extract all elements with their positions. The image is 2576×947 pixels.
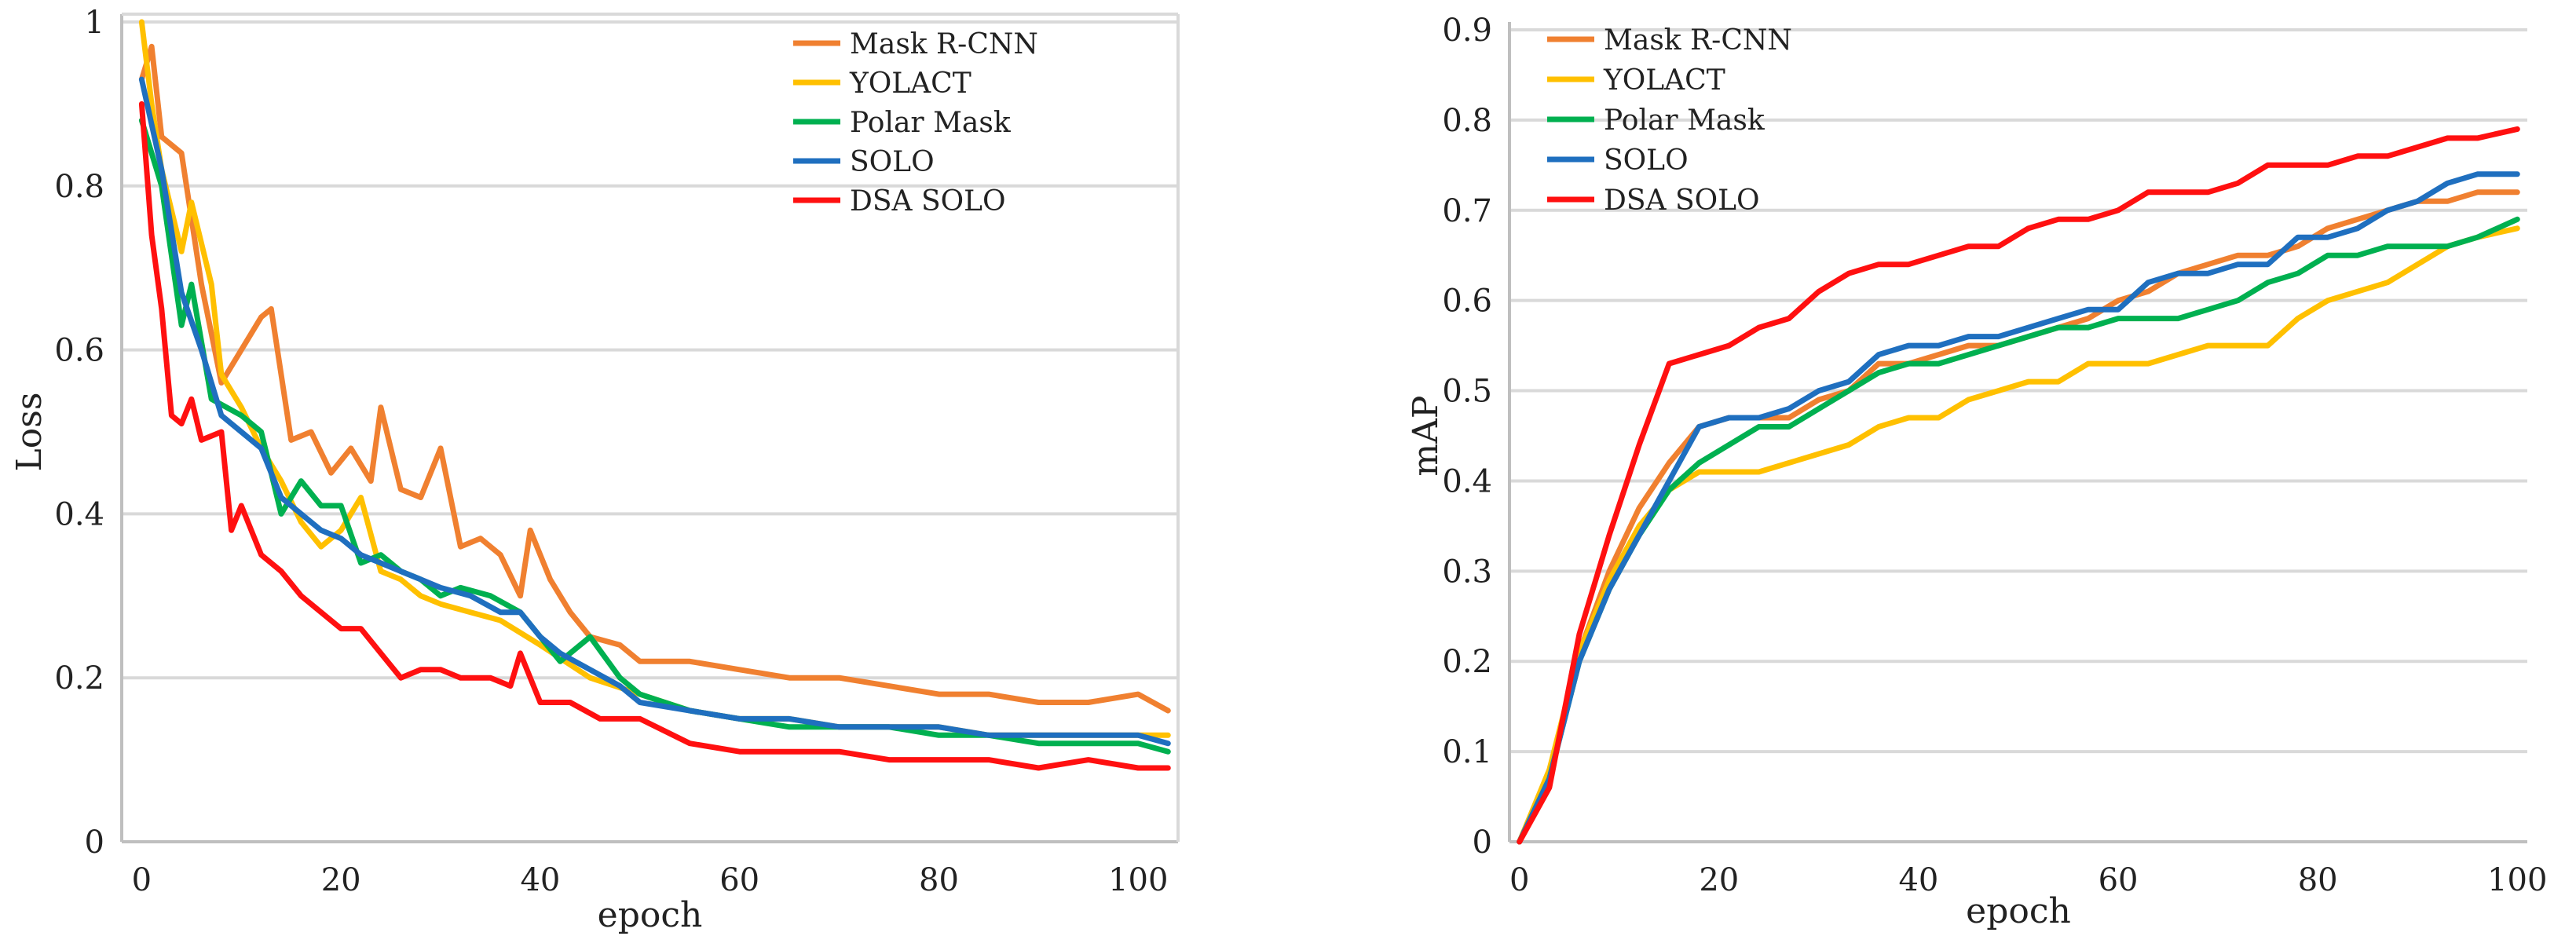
y-tick-label: 0.4 bbox=[1442, 463, 1492, 499]
x-tick-label: 40 bbox=[520, 862, 560, 898]
map-chart: 0 0.1 0.2 0.3 0.4 0.5 0.6 0.7 0.8 0.9 0 20 40 60 80 100… bbox=[1406, 13, 2547, 931]
legend-label: YOLACT bbox=[1603, 64, 1725, 97]
y-tick-label: 0.5 bbox=[1442, 374, 1492, 410]
legend-label: Polar Mask bbox=[850, 107, 1012, 139]
y-tick-label: 0.8 bbox=[54, 169, 104, 205]
x-tick-label: 80 bbox=[2298, 862, 2338, 898]
series-line-dsa-solo bbox=[1517, 126, 2520, 845]
x-tick-label: 80 bbox=[919, 862, 959, 898]
y-tick-label: 0.6 bbox=[1442, 283, 1492, 320]
y-tick-label: 0 bbox=[85, 825, 104, 861]
loss-chart: 0 0.2 0.4 0.6 0.8 1 0 20 40 60 80 100 epoch Loss Mask … bbox=[9, 5, 1180, 935]
y-tick-label: 0 bbox=[1473, 825, 1492, 861]
y-tick-label: 0.4 bbox=[54, 496, 104, 532]
x-tick-label: 20 bbox=[321, 862, 361, 898]
legend-label: SOLO bbox=[1604, 144, 1689, 177]
legend-label: Mask R-CNN bbox=[850, 28, 1038, 60]
series-line-solo bbox=[1517, 171, 2520, 845]
y-tick-label: 0.9 bbox=[1442, 13, 1492, 49]
legend-label: SOLO bbox=[850, 146, 935, 178]
y-tick-label: 0.3 bbox=[1442, 554, 1492, 590]
x-tick-label: 0 bbox=[132, 862, 152, 898]
x-tick-label: 0 bbox=[1509, 862, 1529, 898]
series-line-dsa-solo bbox=[138, 101, 1171, 771]
y-axis-label: Loss bbox=[9, 393, 49, 472]
y-tick-label: 0.8 bbox=[1442, 103, 1492, 139]
legend-label: YOLACT bbox=[849, 68, 971, 100]
y-tick-label: 0.2 bbox=[1442, 644, 1492, 680]
x-tick-label: 100 bbox=[2487, 862, 2547, 898]
legend-label: DSA SOLO bbox=[850, 185, 1006, 218]
legend-label: Polar Mask bbox=[1604, 104, 1766, 137]
x-tick-label: 40 bbox=[1898, 862, 1938, 898]
series-line-yolact bbox=[1517, 225, 2520, 845]
y-tick-label: 0.6 bbox=[54, 333, 104, 369]
x-axis-label: epoch bbox=[598, 895, 703, 935]
y-tick-label: 1 bbox=[85, 5, 104, 41]
x-tick-label: 60 bbox=[2098, 862, 2139, 898]
x-axis-label: epoch bbox=[1966, 891, 2071, 931]
x-tick-label: 20 bbox=[1699, 862, 1739, 898]
series-line-polar-mask bbox=[1517, 216, 2520, 845]
y-tick-label: 0.7 bbox=[1442, 193, 1492, 229]
series-line-mask-r-cnn bbox=[138, 43, 1171, 714]
legend-label: Mask R-CNN bbox=[1604, 24, 1792, 57]
y-axis-label: mAP bbox=[1406, 395, 1446, 476]
legend-label: DSA SOLO bbox=[1604, 185, 1760, 217]
series-line-yolact bbox=[138, 19, 1171, 738]
x-tick-label: 100 bbox=[1108, 862, 1168, 898]
y-tick-label: 0.2 bbox=[54, 660, 104, 697]
y-tick-label: 0.1 bbox=[1442, 734, 1492, 770]
x-tick-label: 60 bbox=[719, 862, 759, 898]
series-line-solo bbox=[138, 76, 1171, 747]
